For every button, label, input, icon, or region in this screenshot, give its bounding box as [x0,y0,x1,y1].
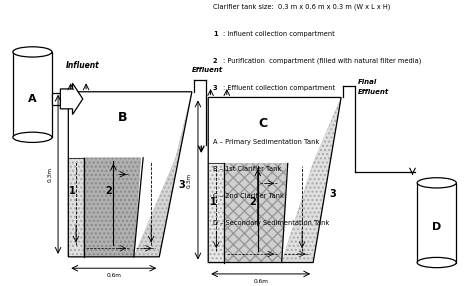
Ellipse shape [13,132,52,142]
Text: 1: 1 [69,186,75,196]
Text: Effluent: Effluent [192,67,223,73]
Text: 3: 3 [213,85,218,91]
Text: A – Primary Sedimentation Tank: A – Primary Sedimentation Tank [213,139,319,145]
Ellipse shape [417,178,456,188]
Text: Clarifier tank size:  0.3 m x 0.6 m x 0.3 m (W x L x H): Clarifier tank size: 0.3 m x 0.6 m x 0.3… [213,3,390,10]
Text: A: A [28,94,36,104]
Text: 0.3m: 0.3m [187,172,192,188]
Ellipse shape [13,47,52,57]
Text: : Influent collection compartment: : Influent collection compartment [223,31,335,37]
Text: 0.6m: 0.6m [253,279,268,283]
Text: 3: 3 [178,180,185,190]
Polygon shape [417,183,456,263]
Polygon shape [84,158,141,257]
Text: B: B [118,112,128,124]
Polygon shape [282,98,341,263]
Polygon shape [225,164,286,263]
Text: 3: 3 [330,188,337,198]
Text: 0.3m: 0.3m [47,167,52,182]
Text: B – 1st Clarifier Tank: B – 1st Clarifier Tank [213,166,281,172]
Ellipse shape [417,257,456,268]
Bar [52,93,60,105]
Polygon shape [60,83,83,114]
Text: D – Secondary Sedimentation Tank: D – Secondary Sedimentation Tank [213,220,329,226]
Text: Effluent: Effluent [357,89,389,95]
Polygon shape [68,158,84,257]
Text: D: D [432,222,441,232]
Text: Influent: Influent [65,61,99,70]
Polygon shape [208,164,225,263]
Text: 2: 2 [250,197,256,207]
Text: 1: 1 [210,197,216,207]
Text: 2: 2 [105,186,112,196]
Text: C: C [258,117,267,130]
Text: 0.6m: 0.6m [106,273,121,278]
Text: Final: Final [357,79,377,85]
Text: 2: 2 [213,57,218,63]
Text: 1: 1 [213,31,218,37]
Polygon shape [13,52,52,137]
Text: : Purification  compartment (filled with natural filter media): : Purification compartment (filled with … [223,57,421,64]
Text: : Effluent collection compartment: : Effluent collection compartment [223,85,335,91]
Text: C – 2nd Clarifier Tank: C – 2nd Clarifier Tank [213,193,284,199]
Polygon shape [134,92,192,257]
